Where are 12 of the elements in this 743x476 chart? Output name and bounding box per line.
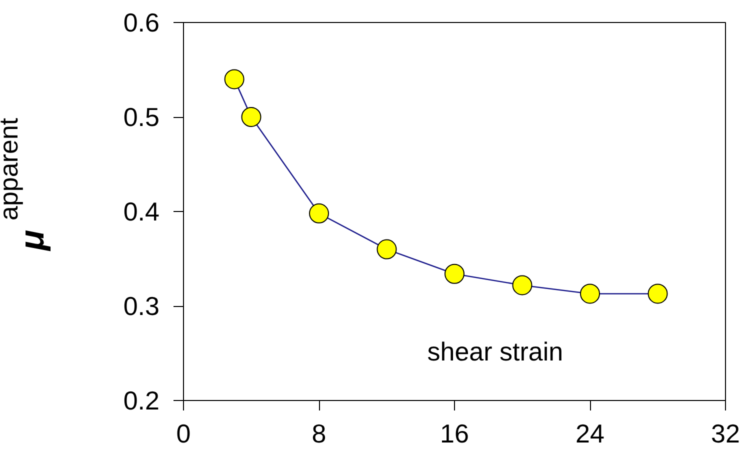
x-axis-title: shear strain	[427, 336, 564, 366]
y-tick-label: 0.6	[123, 8, 160, 38]
y-tick-label: 0.4	[123, 196, 160, 226]
x-tick-label: 0	[176, 418, 191, 448]
y-tick-label: 0.5	[123, 102, 160, 132]
x-tick-label: 16	[440, 418, 469, 448]
y-tick-label: 0.2	[123, 386, 160, 416]
x-tick-label: 8	[312, 418, 326, 448]
x-tick-label: 24	[576, 418, 604, 448]
y-axis-title: μapparent	[0, 117, 52, 252]
x-tick-label: 32	[711, 418, 740, 448]
y-tick-label: 0.3	[123, 291, 160, 321]
